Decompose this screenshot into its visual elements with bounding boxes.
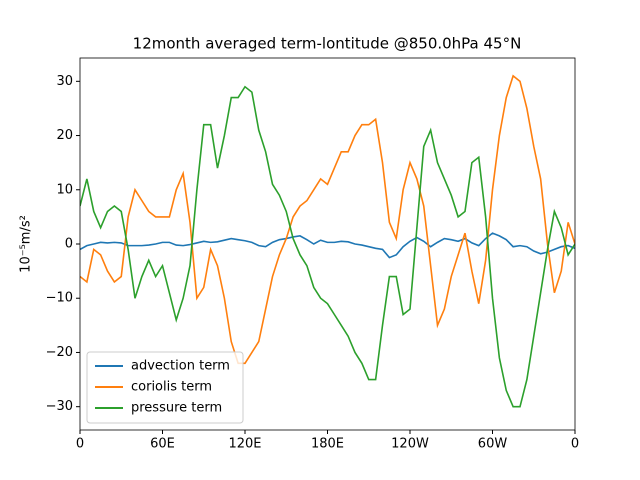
x-tick-label: 60E: [150, 437, 175, 452]
plot-frame: [79, 57, 576, 431]
legend-box: [86, 351, 244, 424]
x-tick-label: 0: [76, 437, 84, 452]
data-line: [80, 85, 575, 408]
y-tick-label: 30: [56, 74, 73, 89]
y-axis-label: 10⁻⁵m/s²: [19, 215, 34, 273]
y-tick-label: −10: [46, 291, 73, 306]
y-tick-label: 20: [56, 128, 73, 143]
x-tick-label: 120W: [391, 437, 429, 452]
chart-title: 12month averaged term-lontitude @850.0hP…: [133, 35, 522, 53]
legend-label: pressure term: [131, 401, 222, 416]
y-tick-label: −20: [46, 345, 73, 360]
data-line: [80, 232, 575, 259]
y-tick-label: 0: [65, 237, 73, 252]
x-tick-label: 120E: [228, 437, 261, 452]
y-tick-label: −30: [46, 399, 73, 414]
x-tick-label: 180E: [311, 437, 344, 452]
x-tick-label: 60W: [478, 437, 508, 452]
legend-label: advection term: [131, 359, 230, 374]
x-tick-label: 0: [571, 437, 579, 452]
y-tick-label: 10: [56, 182, 73, 197]
data-line: [80, 74, 575, 365]
legend-label: coriolis term: [131, 380, 212, 395]
